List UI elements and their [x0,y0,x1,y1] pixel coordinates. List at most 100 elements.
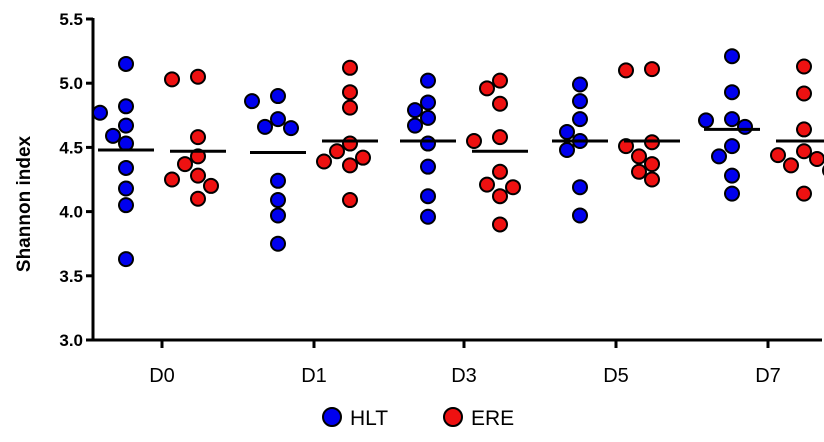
y-tick-label: 4.5 [59,138,83,157]
point-hlt-d7 [724,185,740,202]
point-hlt-d1 [270,207,286,224]
point-ere-d3 [492,95,508,112]
point-ere-d5 [631,148,647,165]
y-tick-label: 4.0 [59,203,83,222]
point-hlt-d0 [118,135,134,152]
x-tick-label-d7: D7 [755,365,781,387]
point-ere-d5 [644,156,660,173]
point-hlt-d1 [270,172,286,189]
point-ere-d0 [164,71,180,88]
point-hlt-d1 [270,88,286,105]
point-ere-d7 [796,185,812,202]
point-hlt-d0 [118,180,134,197]
point-ere-d3 [466,132,482,149]
y-tick-label: 5.0 [59,74,83,93]
y-tick-label: 5.5 [59,10,83,29]
point-ere-d7 [796,143,812,160]
legend-marker-ere [443,407,463,427]
point-ere-d3 [492,72,508,89]
point-ere-d1 [329,143,345,160]
point-hlt-d7 [724,48,740,65]
point-ere-d7 [796,58,812,75]
point-hlt-d3 [420,208,436,225]
legend-marker-hlt [322,407,342,427]
point-hlt-d7 [724,138,740,155]
point-hlt-d7 [724,111,740,128]
point-ere-d1 [342,135,358,152]
point-hlt-d3 [420,72,436,89]
point-hlt-d0 [118,159,134,176]
point-hlt-d3 [407,102,423,119]
point-hlt-d0 [118,55,134,72]
point-ere-d3 [479,176,495,193]
x-axis: D0 D1 D3 D5 D7 [92,338,822,387]
point-hlt-d0 [118,251,134,268]
point-ere-d1 [316,153,332,170]
point-hlt-d5 [572,207,588,224]
point-hlt-d3 [420,135,436,152]
point-hlt-d3 [420,158,436,175]
point-hlt-d5 [572,76,588,93]
point-hlt-d1 [270,235,286,252]
point-hlt-d0 [92,104,108,121]
x-tick-label-d5: D5 [603,365,629,387]
point-ere-d3 [492,129,508,146]
point-hlt-d1 [270,111,286,128]
point-hlt-d5 [572,179,588,196]
legend-label-ere: ERE [471,407,514,430]
point-hlt-d7 [724,84,740,101]
y-tick-label: 3.5 [59,267,83,286]
x-tick-label-d3: D3 [451,365,477,387]
legend-label-hlt: HLT [350,407,388,430]
data-marks [92,48,824,268]
point-hlt-d3 [420,109,436,126]
point-ere-d1 [342,192,358,209]
point-hlt-d3 [407,117,423,134]
point-ere-d0 [164,171,180,188]
point-ere-d0 [203,177,219,194]
x-tick-label-d0: D0 [149,365,175,387]
point-hlt-d1 [283,120,299,137]
point-hlt-d0 [105,127,121,144]
point-hlt-d5 [559,123,575,140]
point-ere-d0 [190,68,206,85]
point-ere-d7 [770,147,786,164]
point-ere-d5 [618,62,634,79]
point-ere-d1 [342,99,358,116]
point-hlt-d7 [711,148,727,165]
point-ere-d5 [631,163,647,180]
point-hlt-d7 [737,118,753,135]
point-ere-d1 [355,149,371,166]
point-ere-d7 [796,85,812,102]
point-hlt-d1 [244,93,260,110]
point-ere-d3 [492,216,508,233]
point-ere-d1 [342,59,358,76]
point-hlt-d1 [257,118,273,135]
point-hlt-d5 [559,141,575,158]
point-ere-d5 [644,171,660,188]
point-ere-d1 [342,157,358,174]
point-ere-d5 [644,61,660,78]
point-ere-d0 [190,190,206,207]
y-axis-title: Shannon index [14,135,35,272]
x-tick-label-d1: D1 [301,365,327,387]
point-ere-d0 [177,156,193,173]
point-ere-d3 [492,188,508,205]
y-tick-label: 3.0 [59,331,83,350]
point-hlt-d7 [724,167,740,184]
legend: HLT ERE [322,407,514,430]
point-hlt-d3 [420,188,436,205]
point-hlt-d5 [572,93,588,110]
point-ere-d0 [190,148,206,165]
point-ere-d0 [190,129,206,146]
point-ere-d0 [190,167,206,184]
y-axis: 3.0 3.5 4.0 4.5 5.0 5.5 [59,10,95,350]
point-hlt-d0 [118,117,134,134]
point-ere-d7 [783,157,799,174]
point-hlt-d1 [270,192,286,209]
point-ere-d3 [492,163,508,180]
point-hlt-d0 [118,197,134,214]
point-ere-d3 [479,80,495,97]
point-ere-d5 [618,138,634,155]
